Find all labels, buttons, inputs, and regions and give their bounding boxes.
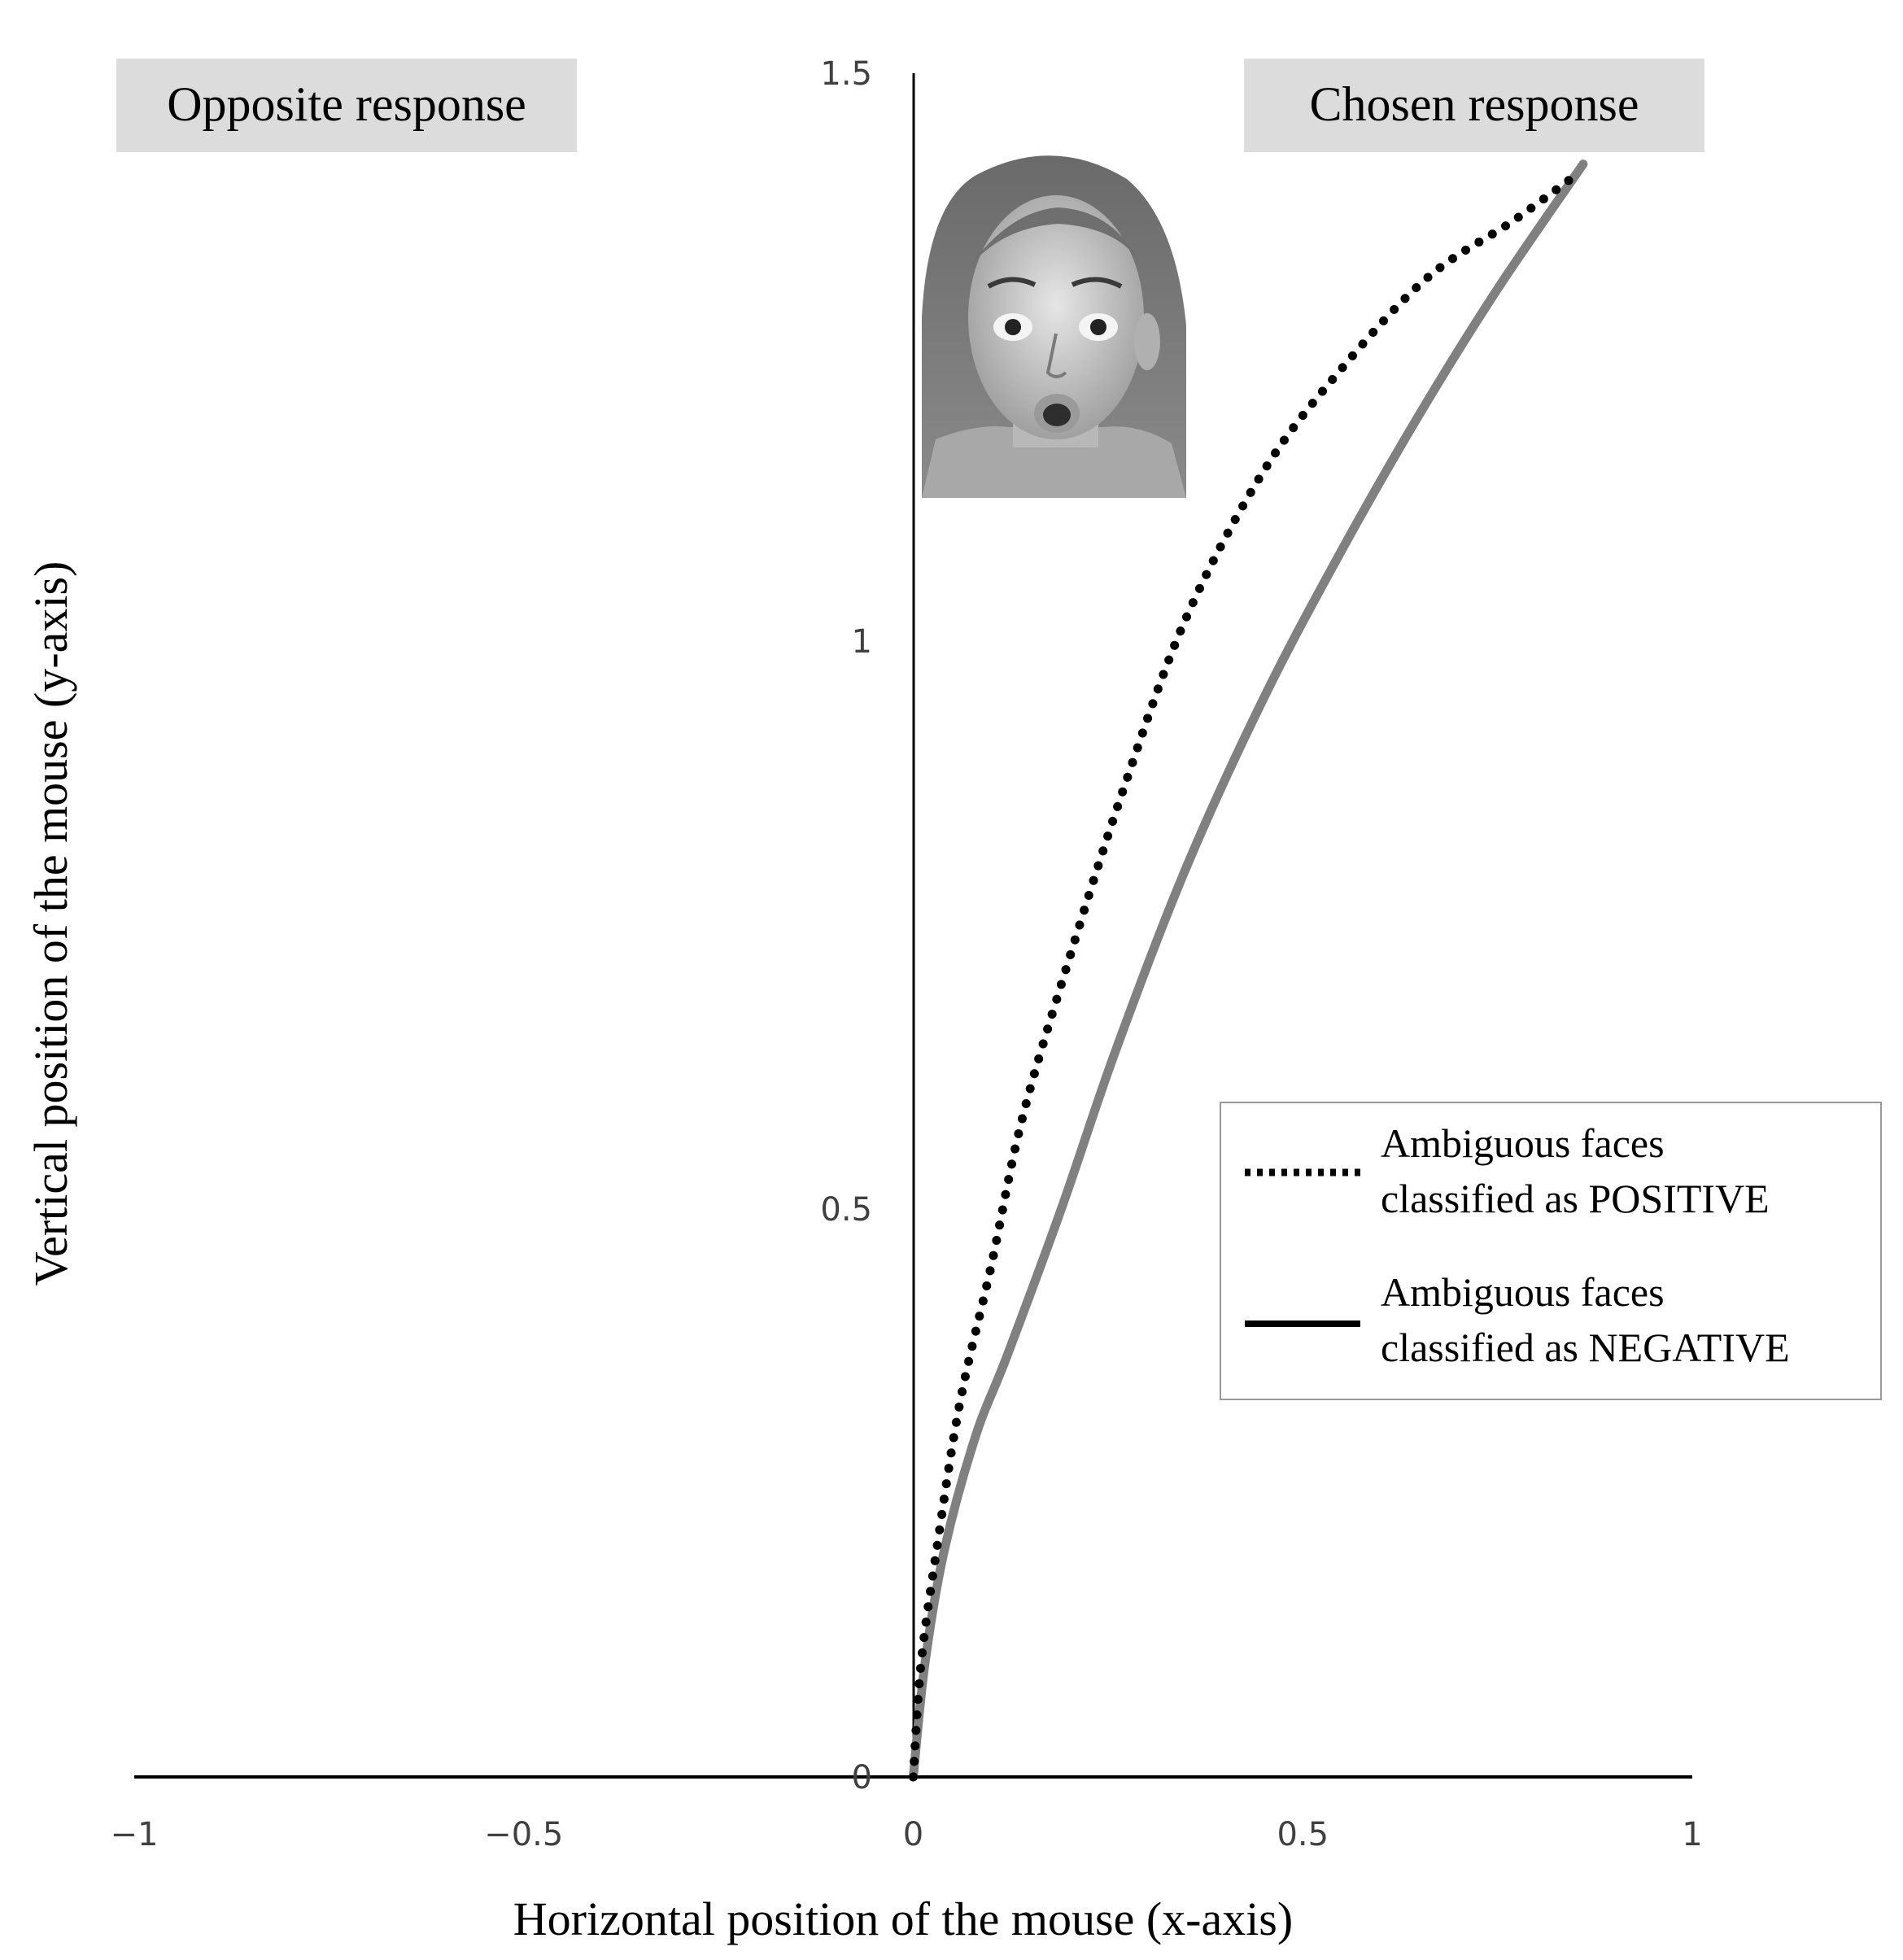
ear-shape bbox=[1134, 313, 1160, 370]
right-brow bbox=[1071, 277, 1123, 289]
series-layer bbox=[909, 159, 1588, 1782]
y-tick-label: 0 bbox=[852, 1759, 872, 1796]
chosen-response-label: Chosen response bbox=[1310, 77, 1639, 131]
x-axis-title: Horizontal position of the mouse (x-axis… bbox=[513, 1892, 1293, 1945]
x-tick-label: −0.5 bbox=[484, 1816, 563, 1853]
legend-negative-line1: Ambiguous faces bbox=[1381, 1269, 1665, 1315]
x-tick-label: 1 bbox=[1682, 1816, 1702, 1853]
x-tick-label: −1 bbox=[111, 1816, 159, 1853]
shirt-shape bbox=[922, 426, 1186, 498]
x-tick-label: 0 bbox=[903, 1816, 923, 1853]
opposite-response-box: Opposite response bbox=[116, 59, 577, 152]
y-tick-label: 1.5 bbox=[820, 55, 872, 93]
y-tick-label: 1 bbox=[852, 623, 872, 661]
opposite-response-label: Opposite response bbox=[167, 77, 526, 131]
surprised-face-photo bbox=[922, 155, 1186, 498]
left-pupil bbox=[1005, 319, 1021, 335]
right-pupil bbox=[1090, 319, 1106, 335]
x-tick-label: 0.5 bbox=[1277, 1816, 1329, 1853]
y-tick-label: 0.5 bbox=[820, 1191, 872, 1229]
legend-box bbox=[1220, 1102, 1882, 1400]
x-axis-ticks: −1 −0.5 0 0.5 1 bbox=[111, 1816, 1703, 1853]
y-axis-title: Vertical position of the mouse (y-axis) bbox=[24, 561, 77, 1286]
legend: Ambiguous faces classified as POSITIVE A… bbox=[1220, 1102, 1882, 1400]
series-line-negative bbox=[909, 159, 1588, 1782]
legend-negative-line2: classified as NEGATIVE bbox=[1381, 1325, 1790, 1370]
mouth-inner bbox=[1043, 404, 1071, 426]
left-brow bbox=[987, 277, 1037, 289]
nose-shape bbox=[1045, 333, 1067, 378]
legend-positive-line1: Ambiguous faces bbox=[1381, 1120, 1665, 1166]
y-axis-ticks: 0 0.5 1 1.5 bbox=[820, 55, 872, 1796]
legend-positive-line2: classified as POSITIVE bbox=[1381, 1176, 1770, 1221]
chosen-response-box: Chosen response bbox=[1244, 59, 1704, 152]
chosen-response-box-bg bbox=[1244, 59, 1704, 152]
opposite-response-box-bg bbox=[116, 59, 577, 152]
bangs-shape bbox=[968, 207, 1143, 268]
face-shape bbox=[968, 195, 1144, 439]
series-line-positive bbox=[909, 171, 1580, 1782]
